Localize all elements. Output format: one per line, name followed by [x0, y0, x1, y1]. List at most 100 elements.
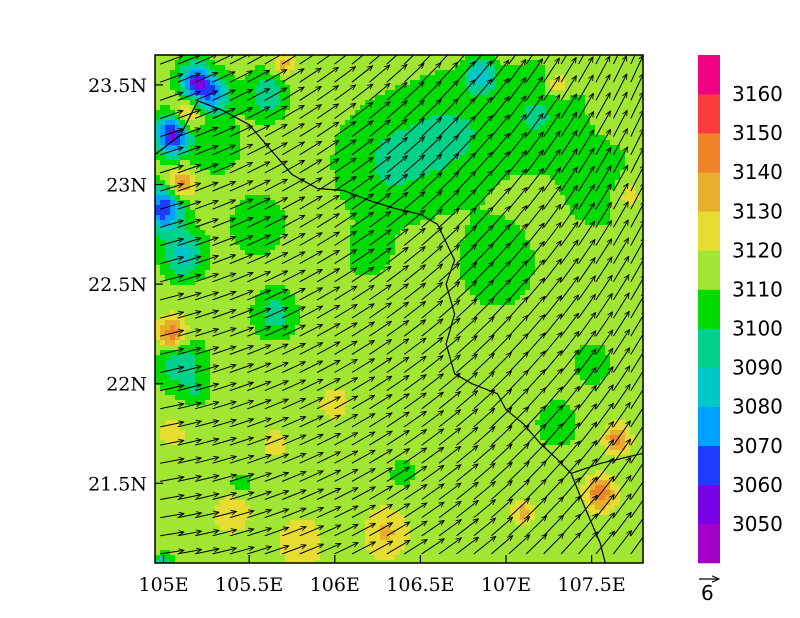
contour-cell	[265, 295, 271, 301]
contour-cell	[495, 165, 501, 171]
contour-cell	[615, 55, 621, 61]
contour-cell	[205, 70, 211, 76]
contour-cell	[405, 110, 411, 116]
contour-cell	[345, 260, 351, 266]
contour-cell	[475, 255, 481, 261]
contour-cell	[280, 225, 286, 231]
contour-cell	[180, 305, 186, 311]
contour-cell	[625, 135, 631, 141]
contour-cell	[455, 305, 461, 311]
contour-cell	[315, 275, 321, 281]
contour-cell	[465, 165, 471, 171]
contour-cell	[515, 125, 521, 131]
contour-cell	[225, 150, 231, 156]
contour-cell	[225, 290, 231, 296]
contour-cell	[310, 245, 316, 251]
contour-cell	[610, 185, 616, 191]
contour-cell	[260, 140, 266, 146]
contour-cell	[185, 210, 191, 216]
contour-cell	[420, 290, 426, 296]
contour-cell	[585, 60, 591, 66]
contour-cell	[475, 150, 481, 156]
contour-cell	[270, 285, 276, 291]
contour-cell	[505, 85, 511, 91]
contour-cell	[330, 195, 336, 201]
contour-cell	[165, 60, 171, 66]
contour-cell	[170, 155, 176, 161]
contour-cell	[395, 280, 401, 286]
contour-cell	[495, 180, 501, 186]
contour-cell	[420, 150, 426, 156]
contour-cell	[535, 115, 541, 121]
contour-cell	[235, 175, 241, 181]
contour-cell	[265, 225, 271, 231]
contour-cell	[335, 75, 341, 81]
contour-cell	[435, 150, 441, 156]
contour-cell	[360, 240, 366, 246]
contour-cell	[190, 105, 196, 111]
contour-cell	[240, 270, 246, 276]
contour-cell	[545, 235, 551, 241]
contour-cell	[180, 265, 186, 271]
contour-cell	[215, 225, 221, 231]
contour-cell	[265, 120, 271, 126]
contour-cell	[390, 285, 396, 291]
contour-cell	[355, 260, 361, 266]
contour-cell	[210, 65, 216, 71]
contour-cell	[570, 280, 576, 286]
contour-cell	[355, 105, 361, 111]
contour-cell	[505, 250, 511, 256]
contour-cell	[205, 105, 211, 111]
contour-cell	[450, 200, 456, 206]
contour-cell	[390, 250, 396, 256]
contour-cell	[580, 275, 586, 281]
contour-cell	[185, 220, 191, 226]
contour-cell	[235, 205, 241, 211]
contour-cell	[550, 130, 556, 136]
contour-cell	[405, 270, 411, 276]
contour-cell	[310, 130, 316, 136]
contour-cell	[585, 285, 591, 291]
contour-cell	[430, 135, 436, 141]
contour-cell	[590, 230, 596, 236]
contour-cell	[465, 105, 471, 111]
contour-cell	[615, 85, 621, 91]
contour-cell	[595, 140, 601, 146]
contour-cell	[295, 130, 301, 136]
contour-cell	[230, 240, 236, 246]
contour-cell	[610, 155, 616, 161]
contour-cell	[430, 140, 436, 146]
contour-cell	[190, 190, 196, 196]
contour-cell	[420, 270, 426, 276]
contour-cell	[425, 120, 431, 126]
contour-cell	[325, 275, 331, 281]
contour-cell	[280, 130, 286, 136]
contour-cell	[390, 55, 396, 61]
contour-cell	[340, 305, 346, 311]
contour-cell	[550, 200, 556, 206]
contour-cell	[390, 80, 396, 86]
contour-cell	[530, 100, 536, 106]
contour-cell	[155, 145, 161, 151]
contour-cell	[295, 190, 301, 196]
contour-cell	[515, 285, 521, 291]
contour-cell	[315, 95, 321, 101]
contour-cell	[395, 60, 401, 66]
contour-cell	[485, 235, 491, 241]
contour-cell	[450, 60, 456, 66]
contour-cell	[540, 85, 546, 91]
contour-cell	[225, 245, 231, 251]
contour-cell	[225, 85, 231, 91]
contour-cell	[420, 195, 426, 201]
contour-cell	[245, 165, 251, 171]
contour-cell	[330, 100, 336, 106]
contour-cell	[415, 240, 421, 246]
contour-cell	[505, 140, 511, 146]
contour-cell	[525, 155, 531, 161]
contour-cell	[570, 70, 576, 76]
contour-cell	[625, 245, 631, 251]
contour-cell	[235, 290, 241, 296]
contour-cell	[470, 180, 476, 186]
contour-cell	[340, 120, 346, 126]
contour-cell	[220, 185, 226, 191]
